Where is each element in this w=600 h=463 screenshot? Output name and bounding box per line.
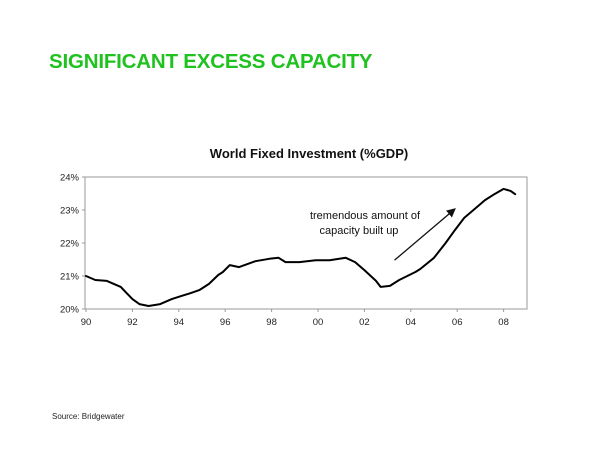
y-tick-label: 23% — [60, 206, 80, 217]
series-line-world-fixed-investment — [85, 187, 517, 307]
y-tick-label: 24% — [60, 173, 80, 184]
plot-frame — [84, 176, 528, 310]
x-tick-label: 90 — [81, 317, 92, 328]
annotation-text-line-2: capacity built up — [320, 225, 399, 237]
source-note: Source: Bridgewater — [52, 412, 125, 421]
x-tick-label: 02 — [359, 317, 370, 328]
x-tick-label: 04 — [406, 317, 417, 328]
x-tick-label: 00 — [313, 317, 324, 328]
y-tick-label: 22% — [60, 239, 80, 250]
annotation: tremendous amount of capacity built up — [310, 208, 456, 261]
x-tick-label: 06 — [452, 317, 463, 328]
slide-title: SIGNIFICANT EXCESS CAPACITY — [49, 50, 373, 73]
chart-title: World Fixed Investment (%GDP) — [209, 146, 409, 161]
x-tick-label: 94 — [174, 317, 185, 328]
annotation-text-line-1: tremendous amount of — [310, 210, 421, 222]
x-axis: 90 92 94 96 98 00 02 04 06 08 — [81, 309, 509, 328]
x-tick-label: 92 — [127, 317, 138, 328]
x-tick-label: 08 — [498, 317, 509, 328]
y-tick-label: 20% — [60, 305, 80, 316]
y-axis: 20% 21% 22% 23% 24% — [60, 173, 85, 316]
arrow-icon — [394, 208, 456, 261]
x-tick-label: 98 — [266, 317, 277, 328]
x-tick-label: 96 — [220, 317, 231, 328]
y-tick-label: 21% — [60, 272, 80, 283]
